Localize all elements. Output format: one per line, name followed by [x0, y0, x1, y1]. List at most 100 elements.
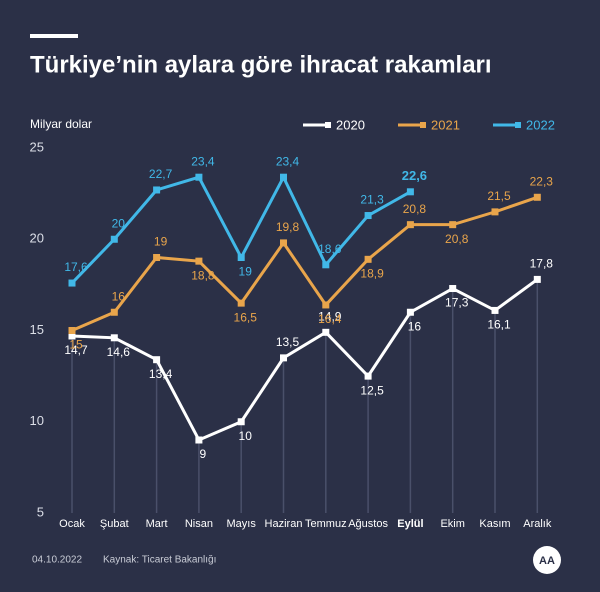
- point-marker: [322, 261, 330, 269]
- value-label: 16: [112, 289, 126, 303]
- y-tick-label: 10: [30, 413, 44, 428]
- title-bar: [30, 34, 78, 38]
- point-marker: [280, 354, 287, 362]
- point-marker: [364, 212, 372, 220]
- point-marker: [533, 275, 541, 283]
- value-label: 17,8: [530, 257, 554, 271]
- value-label: 18,9: [360, 266, 384, 280]
- value-label: 12,5: [360, 383, 384, 397]
- x-tick-label: Haziran: [265, 518, 303, 530]
- x-tick-label: Aralık: [523, 518, 552, 530]
- point-marker: [110, 334, 118, 342]
- point-marker: [406, 188, 414, 196]
- point-marker: [364, 372, 372, 380]
- chart-title: Türkiye’nin aylara göre ihracat rakamlar…: [30, 51, 492, 78]
- value-label: 20,8: [445, 232, 469, 246]
- value-label: 14,6: [107, 345, 131, 359]
- legend-marker: [515, 122, 521, 128]
- y-tick-label: 5: [37, 504, 44, 519]
- point-marker: [237, 299, 245, 307]
- svg-text:AA: AA: [539, 555, 555, 567]
- point-marker: [153, 356, 161, 364]
- x-tick-label: Şubat: [100, 518, 129, 530]
- point-marker: [406, 221, 414, 229]
- value-label: 17,6: [64, 260, 88, 274]
- value-label: 21,3: [360, 193, 384, 207]
- point-marker: [153, 186, 161, 194]
- legend-label: 2021: [431, 117, 460, 132]
- point-marker: [280, 239, 287, 247]
- x-tick-label: Nisan: [185, 518, 213, 530]
- point-marker: [449, 221, 457, 229]
- point-marker: [449, 285, 457, 293]
- series-line: [71, 278, 539, 442]
- value-label: 17,3: [445, 296, 469, 310]
- date: 04.10.2022: [32, 555, 82, 566]
- value-label: 13,4: [149, 367, 173, 381]
- value-label: 23,4: [191, 154, 215, 168]
- legend-label: 2020: [336, 117, 365, 132]
- value-label: 14,9: [318, 309, 342, 323]
- value-label: 9: [200, 447, 207, 461]
- point-marker: [153, 254, 161, 261]
- value-label: 22,7: [149, 167, 173, 181]
- point-marker: [68, 327, 76, 334]
- point-marker: [195, 257, 203, 265]
- x-tick-label: Ocak: [59, 518, 85, 530]
- point-marker: [68, 279, 76, 287]
- point-marker: [237, 254, 245, 261]
- point-marker: [195, 173, 203, 181]
- x-tick-label: Eylül: [397, 518, 423, 530]
- value-label: 20,8: [403, 202, 427, 216]
- point-marker: [491, 208, 499, 216]
- value-label: 16: [408, 319, 422, 333]
- point-marker: [110, 308, 118, 316]
- point-marker: [195, 436, 203, 444]
- value-label: 22,6: [402, 168, 427, 183]
- x-tick-label: Kasım: [479, 518, 510, 530]
- logo: AA: [533, 546, 561, 574]
- value-label: 10: [239, 429, 253, 443]
- value-label: 21,5: [487, 189, 511, 203]
- y-tick-label: 25: [30, 139, 44, 154]
- point-marker: [406, 308, 414, 316]
- value-label: 23,4: [276, 154, 300, 168]
- legend-label: 2022: [526, 117, 555, 132]
- value-label: 19,8: [276, 220, 300, 234]
- value-label: 14,7: [64, 343, 88, 357]
- point-marker: [533, 193, 541, 201]
- point-marker: [322, 328, 330, 336]
- value-label: 18,6: [318, 242, 342, 256]
- value-label: 19: [154, 235, 168, 249]
- value-label: 20: [112, 216, 126, 230]
- value-label: 16,1: [487, 318, 511, 332]
- value-label: 22,3: [530, 174, 554, 188]
- value-label: 15: [69, 338, 83, 352]
- point-marker: [491, 306, 499, 314]
- point-marker: [364, 255, 372, 263]
- x-tick-label: Ekim: [440, 518, 464, 530]
- x-tick-label: Ağustos: [348, 518, 388, 530]
- series-line: [71, 195, 538, 332]
- legend-marker: [420, 122, 426, 128]
- point-marker: [68, 332, 76, 340]
- point-marker: [280, 173, 287, 181]
- x-tick-label: Mart: [146, 518, 168, 530]
- value-label: 16,5: [234, 310, 258, 324]
- x-tick-label: Mayıs: [227, 518, 257, 530]
- y-axis-label: Milyar dolar: [30, 117, 92, 131]
- y-tick-label: 20: [30, 231, 44, 246]
- legend-marker: [325, 122, 331, 128]
- point-marker: [322, 301, 330, 309]
- value-label: 19: [239, 265, 253, 279]
- y-tick-label: 15: [30, 322, 44, 337]
- value-label: 13,5: [276, 335, 300, 349]
- value-label: 18,8: [191, 268, 215, 282]
- value-label: 16,4: [318, 312, 342, 326]
- source: Kaynak: Ticaret Bakanlığı: [103, 555, 216, 566]
- x-tick-label: Temmuz: [305, 518, 347, 530]
- point-marker: [110, 235, 118, 243]
